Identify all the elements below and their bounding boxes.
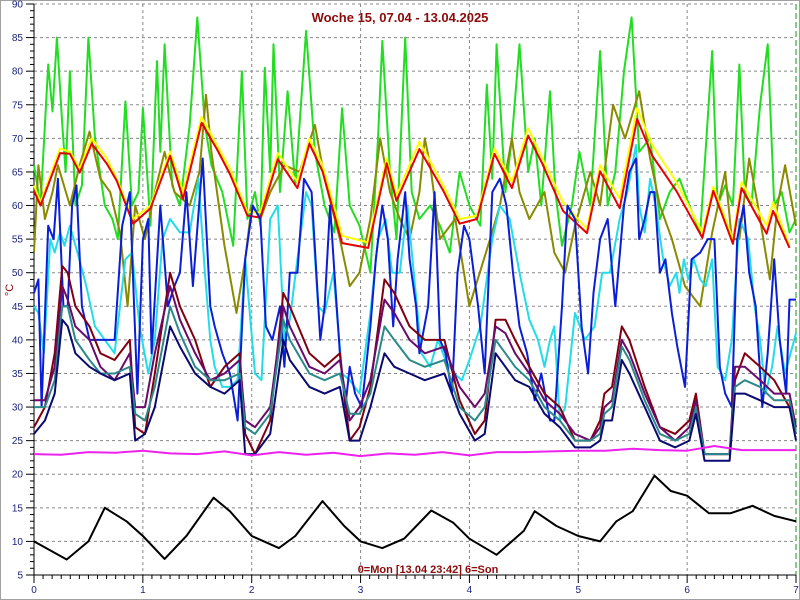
series-cyan-line <box>33 144 797 422</box>
y-tick-label: 75 <box>12 100 24 111</box>
series-maroon-line <box>33 265 797 456</box>
y-tick-label: 5 <box>17 571 23 582</box>
y-tick-label: 25 <box>12 436 24 447</box>
x-tick-label: 2 <box>249 585 255 596</box>
series-red-line <box>33 117 791 249</box>
series-navy-line <box>33 318 797 462</box>
chart-title: Woche 15, 07.04 - 13.04.2025 <box>312 10 489 25</box>
x-tick-label: 5 <box>576 585 582 596</box>
y-tick-label: 30 <box>12 403 24 414</box>
y-tick-label: 65 <box>12 167 24 178</box>
y-tick-label: 60 <box>12 201 24 212</box>
y-tick-label: 40 <box>12 335 24 346</box>
y-tick-label: 15 <box>12 503 24 514</box>
y-tick-label: 45 <box>12 302 24 313</box>
y-tick-label: 10 <box>12 537 24 548</box>
y-tick-label: 35 <box>12 369 24 380</box>
x-tick-label: 6 <box>684 585 690 596</box>
series-teal-line <box>34 305 797 456</box>
series-lines <box>33 16 797 561</box>
x-tick-label: 7 <box>793 585 799 596</box>
series-green-line <box>33 16 797 274</box>
series-blue-line <box>33 157 796 422</box>
y-tick-label: 70 <box>12 134 24 145</box>
y-tick-label: 90 <box>12 0 24 11</box>
series-purple-line <box>34 285 797 456</box>
series-olive-line <box>33 90 797 314</box>
x-tick-label: 4 <box>467 585 473 596</box>
y-axis-label: °C <box>4 284 16 296</box>
y-tick-label: 80 <box>12 67 24 78</box>
x-tick-label: 3 <box>358 585 364 596</box>
x-tick-label: 1 <box>140 585 146 596</box>
x-tick-label: 0 <box>31 585 37 596</box>
y-tick-label: 20 <box>12 470 24 481</box>
y-tick-label: 55 <box>12 235 24 246</box>
y-tick-label: 85 <box>12 33 24 44</box>
series-black-line <box>33 474 797 561</box>
x-axis-label: 0=Mon [13.04 23:42] 6=Son <box>358 564 499 576</box>
series-magenta-line <box>33 445 796 458</box>
y-tick-label: 50 <box>12 268 24 279</box>
